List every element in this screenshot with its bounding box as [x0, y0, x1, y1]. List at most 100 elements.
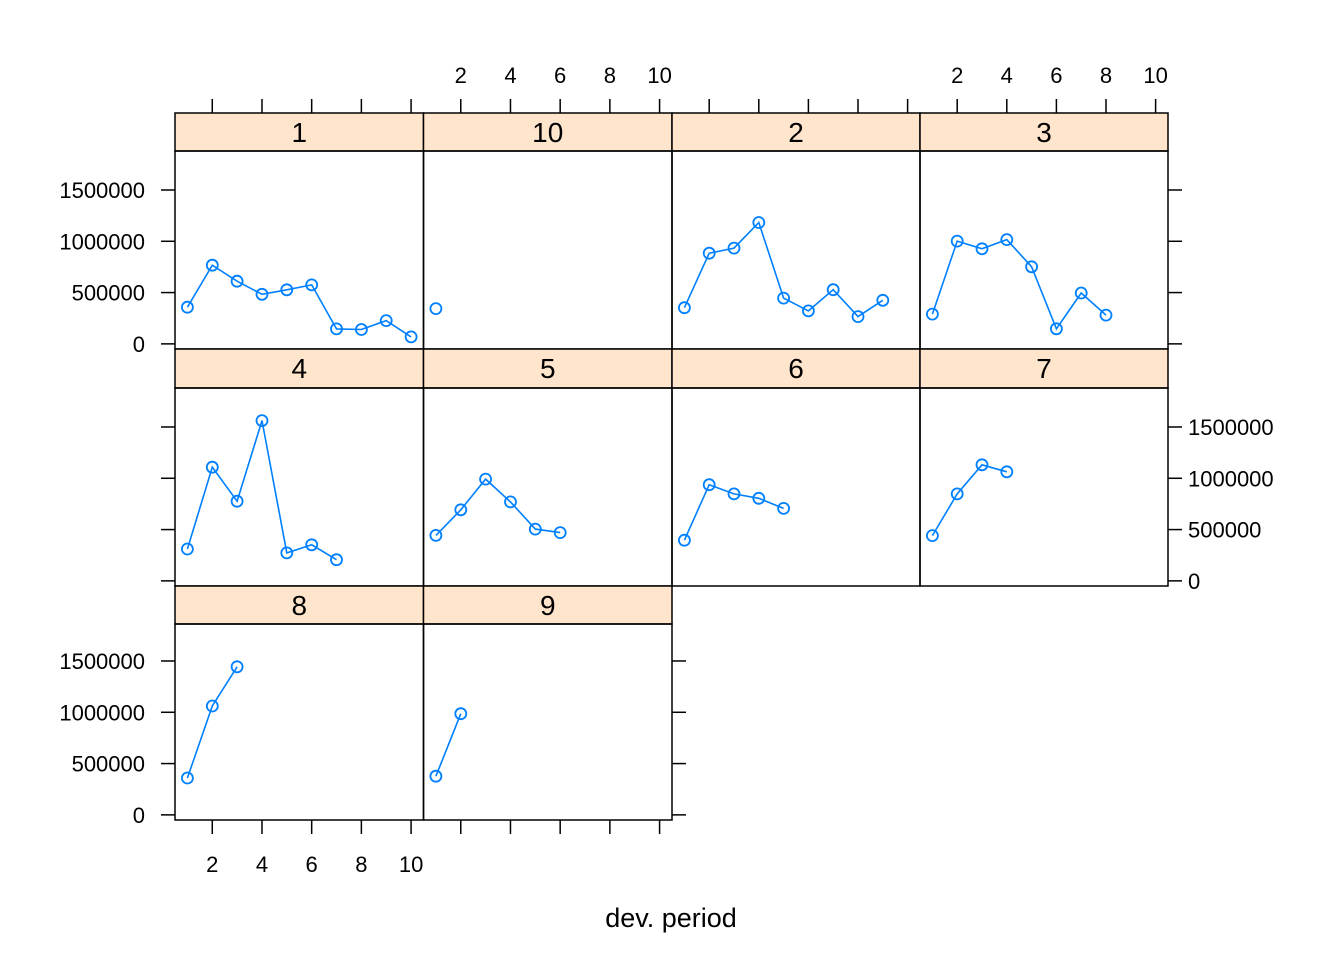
data-point-1-2: [205, 258, 219, 272]
data-point-5-6: [553, 526, 567, 539]
panel-9: 9: [422, 585, 673, 821]
x-tick-label: 2: [455, 63, 467, 88]
data-point-3-1: [926, 307, 939, 321]
y-tick-label: 500000: [72, 281, 145, 306]
series-line-1: [186, 264, 412, 338]
data-point-3-4: [1000, 233, 1014, 247]
data-point-1-5: [280, 283, 294, 297]
y-tick-label: 0: [133, 803, 145, 828]
series-line-4: [186, 420, 337, 561]
data-point-4-6: [305, 538, 319, 552]
data-point-7-2: [950, 487, 964, 501]
y-tick-label: 1000000: [59, 700, 145, 725]
x-tick-label: 8: [355, 852, 367, 877]
panel-6: 6: [671, 348, 921, 587]
strip-label-8: 8: [291, 590, 307, 621]
x-tick-label: 2: [206, 852, 218, 877]
data-point-4-2: [205, 460, 219, 474]
plot-frame-8: [174, 623, 425, 821]
data-point-10-1: [429, 302, 443, 316]
x-tick-label: 6: [306, 852, 318, 877]
strip-1: [174, 112, 425, 152]
strip-label-5: 5: [540, 353, 556, 384]
y-tick-label: 500000: [72, 752, 145, 777]
panel-1: 1: [174, 112, 425, 350]
data-point-4-3: [230, 494, 244, 508]
y-tick-label: 0: [1188, 569, 1200, 594]
data-point-3-8: [1099, 308, 1113, 322]
panel-2: 2: [671, 112, 921, 350]
data-point-1-8: [354, 323, 368, 336]
plot-frame-7: [919, 387, 1169, 587]
y-tick-label: 1000000: [59, 229, 145, 254]
data-point-6-1: [678, 533, 691, 547]
x-axis-title: dev. period: [605, 903, 737, 933]
plot-frame-9: [422, 623, 673, 821]
y-tick-label: 1000000: [1188, 466, 1274, 491]
data-point-2-5: [777, 291, 790, 305]
data-point-2-3: [727, 241, 741, 255]
data-point-3-6: [1050, 322, 1063, 336]
panel-8: 8: [174, 585, 425, 821]
data-point-4-4: [255, 414, 269, 428]
strip-label-1: 1: [291, 117, 307, 148]
data-point-1-4: [255, 287, 269, 301]
data-point-2-8: [851, 310, 865, 324]
data-point-6-3: [727, 487, 741, 501]
data-point-8-3: [230, 660, 244, 674]
x-tick-label: 10: [399, 852, 423, 877]
strip-label-10: 10: [532, 117, 563, 148]
data-point-2-1: [678, 301, 691, 315]
data-point-1-6: [305, 278, 319, 292]
data-point-6-2: [702, 478, 716, 492]
data-point-5-2: [454, 503, 468, 517]
data-point-1-1: [180, 300, 194, 314]
x-tick-label: 4: [1001, 63, 1013, 88]
panel-5: 5: [422, 348, 673, 587]
data-point-1-7: [330, 322, 343, 336]
series-line-2: [683, 220, 884, 318]
data-point-2-6: [802, 304, 815, 318]
data-point-2-2: [702, 246, 716, 260]
data-point-2-4: [752, 216, 766, 229]
panel-3: 3: [919, 112, 1169, 350]
strip-label-9: 9: [540, 590, 556, 621]
series-line-7: [931, 463, 1008, 537]
strip-label-2: 2: [788, 117, 804, 148]
strip-7: [919, 348, 1169, 389]
y-tick-label: 1500000: [59, 649, 145, 674]
panel-4: 4: [174, 348, 425, 587]
data-point-5-3: [479, 472, 493, 486]
data-point-2-9: [876, 293, 890, 307]
data-point-9-2: [454, 707, 468, 721]
series-line-6: [683, 483, 784, 541]
series-line-5: [435, 477, 561, 536]
x-tick-label: 4: [504, 63, 516, 88]
series-line-3: [931, 238, 1107, 331]
data-point-9-1: [429, 769, 443, 783]
series-line-9: [435, 713, 462, 777]
plot-frame-1: [174, 150, 425, 350]
plot-frame-4: [174, 387, 425, 587]
x-tick-label: 8: [604, 63, 616, 88]
strip-label-4: 4: [291, 353, 307, 384]
data-point-1-10: [404, 330, 418, 344]
strip-3: [919, 112, 1169, 152]
panel-7: 7: [919, 348, 1169, 587]
data-point-5-5: [528, 522, 542, 536]
x-tick-label: 4: [256, 852, 268, 877]
y-tick-label: 0: [133, 332, 145, 357]
data-point-3-3: [975, 242, 989, 256]
x-tick-label: 2: [951, 63, 963, 88]
x-tick-label: 10: [1143, 63, 1167, 88]
plot-frame-5: [422, 387, 673, 587]
strip-label-3: 3: [1036, 117, 1052, 148]
x-tick-label: 8: [1100, 63, 1112, 88]
data-point-7-3: [975, 458, 989, 472]
data-point-1-9: [379, 314, 393, 328]
y-tick-label: 1500000: [1188, 415, 1274, 440]
panels-layer: 1 10 2 3 4 5 6 7 8 9: [174, 112, 1169, 821]
plot-frame-2: [671, 150, 921, 350]
x-tick-label: 10: [647, 63, 671, 88]
data-point-3-2: [950, 234, 964, 248]
